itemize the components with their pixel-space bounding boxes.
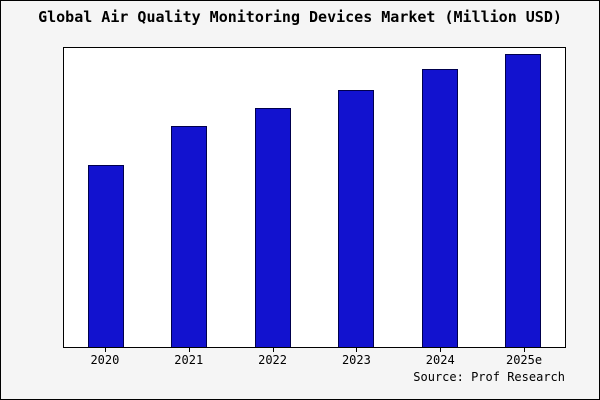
- bar-2022: [254, 107, 291, 347]
- chart-title: Global Air Quality Monitoring Devices Ma…: [38, 8, 562, 26]
- x-tick-label-2020: 2020: [63, 348, 147, 367]
- x-tick-label-2024: 2024: [398, 348, 482, 367]
- source-text: Source: Prof Research: [413, 370, 565, 384]
- x-axis-labels: 2020 2021 2022 2023 2024 2025e: [63, 348, 566, 367]
- bar-2025e: [505, 53, 542, 347]
- x-tick-label-2025e: 2025e: [482, 348, 566, 367]
- bar-column: [482, 48, 566, 347]
- bar-column: [231, 48, 315, 347]
- bar-column: [315, 48, 399, 347]
- bar-column: [148, 48, 232, 347]
- plot-area: [63, 47, 566, 348]
- bar-2023: [338, 89, 375, 347]
- x-tick-label-2023: 2023: [314, 348, 398, 367]
- bar-2020: [87, 164, 124, 347]
- bar-2024: [421, 68, 458, 347]
- bar-column: [64, 48, 148, 347]
- bar-2021: [171, 125, 208, 347]
- x-tick-label-2022: 2022: [231, 348, 315, 367]
- x-tick-label-2021: 2021: [147, 348, 231, 367]
- bar-column: [398, 48, 482, 347]
